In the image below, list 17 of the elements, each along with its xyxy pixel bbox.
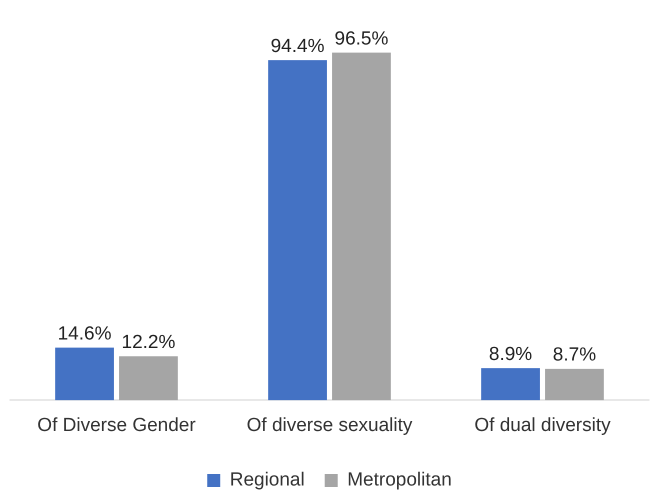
- data-label: 8.9%: [488, 344, 532, 365]
- bar: [55, 348, 114, 400]
- bar: [545, 368, 604, 400]
- bar: [332, 52, 391, 400]
- data-label: 8.7%: [552, 344, 596, 366]
- legend-label: Metropolitan: [347, 470, 452, 491]
- x-tick-label: Of diverse sexuality: [246, 414, 413, 436]
- data-label: 14.6%: [58, 323, 112, 344]
- data-label: 94.4%: [270, 36, 325, 57]
- bar: [119, 356, 178, 400]
- bar: [268, 60, 327, 400]
- x-tick-label: Of dual diversity: [474, 414, 612, 436]
- bar: [481, 368, 540, 400]
- x-tick-label: Of Diverse Gender: [37, 414, 196, 436]
- legend-label: Regional: [230, 470, 305, 491]
- data-label: 96.5%: [334, 28, 388, 50]
- data-label: 12.2%: [122, 332, 176, 353]
